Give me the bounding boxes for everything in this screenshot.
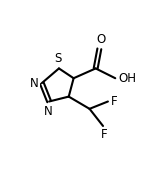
Text: N: N [44, 105, 52, 118]
Text: S: S [55, 52, 62, 65]
Text: F: F [111, 95, 118, 108]
Text: OH: OH [118, 72, 136, 85]
Text: N: N [30, 77, 39, 90]
Text: O: O [96, 33, 105, 46]
Text: F: F [101, 128, 108, 141]
